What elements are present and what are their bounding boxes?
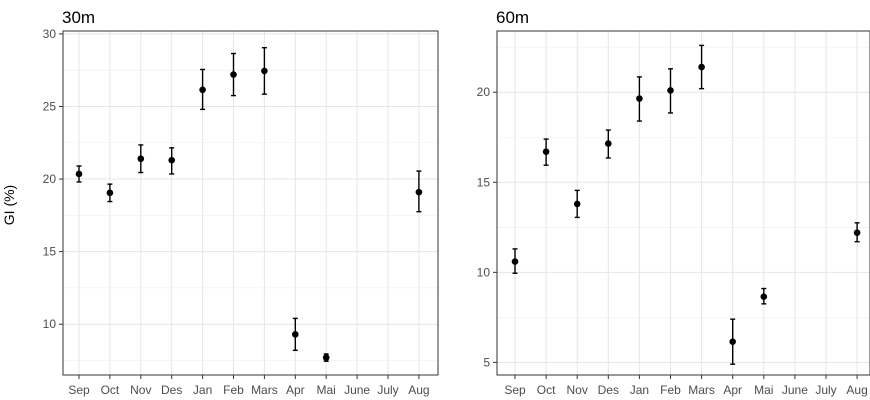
plot-background	[497, 31, 870, 375]
data-point	[230, 71, 237, 78]
x-tick-label: Feb	[660, 383, 681, 397]
data-point	[415, 188, 423, 196]
plot-border	[496, 30, 870, 376]
y-axis-title: GI (%)	[1, 185, 17, 225]
data-point	[729, 338, 736, 345]
axis-ticks: 10 15 20 25 30 Sep Oct Nov Des Jan Feb Mars Apr Mai Ju…	[43, 27, 430, 397]
data-point	[636, 95, 643, 102]
x-tick-label: Mai	[754, 383, 773, 397]
y-tick-label: 20	[43, 172, 57, 186]
data-point	[199, 86, 206, 94]
x-tick-label: Feb	[223, 383, 244, 397]
data-point	[261, 67, 268, 75]
plot-border	[62, 30, 439, 376]
data-point	[322, 354, 330, 361]
x-tick-label: June	[782, 383, 808, 397]
panel-title: 30m	[62, 8, 95, 27]
data-point	[605, 140, 612, 147]
data-point	[137, 155, 145, 163]
data-point	[511, 258, 519, 265]
x-tick-label: June	[344, 383, 370, 397]
x-tick-label: July	[377, 383, 398, 397]
x-tick-label: Jan	[630, 383, 649, 397]
data-point	[542, 148, 550, 155]
data-point	[698, 63, 705, 71]
gridlines	[63, 31, 438, 375]
panel-60m: 60m 5 10 15 20 Sep Oct Nov Des Jan Feb Mars Apr Mai J…	[477, 8, 870, 397]
x-tick-label: Aug	[408, 383, 429, 397]
data-marks	[511, 44, 861, 365]
data-point	[106, 189, 114, 197]
data-point	[667, 87, 674, 94]
x-tick-label: Apr	[723, 383, 742, 397]
data-point	[760, 293, 768, 300]
data-point	[168, 156, 175, 164]
x-tick-label: Mai	[317, 383, 336, 397]
x-tick-label: Aug	[846, 383, 867, 397]
x-tick-label: Sep	[504, 383, 526, 397]
y-tick-label: 20	[477, 85, 491, 99]
data-marks	[75, 46, 423, 362]
y-tick-label: 30	[43, 27, 57, 41]
x-tick-label: July	[815, 383, 836, 397]
x-tick-label: Mars	[688, 383, 715, 397]
panel-30m: 30m 10 15 20 25 30 Sep Oct Nov Des Jan Feb Mars Apr M…	[43, 8, 439, 397]
x-tick-label: Mars	[251, 383, 278, 397]
x-tick-label: Nov	[130, 383, 151, 397]
data-point	[75, 170, 83, 178]
data-point	[853, 229, 861, 237]
data-point	[292, 331, 299, 338]
x-tick-label: Des	[161, 383, 182, 397]
y-tick-label: 5	[483, 355, 490, 369]
gridlines	[497, 31, 870, 375]
axis-ticks: 5 10 15 20 Sep Oct Nov Des Jan Feb Mars Apr Mai June J…	[477, 85, 868, 397]
x-tick-label: Nov	[567, 383, 588, 397]
y-tick-label: 15	[477, 175, 491, 189]
x-tick-label: Oct	[101, 383, 120, 397]
x-tick-label: Des	[598, 383, 619, 397]
x-tick-label: Apr	[286, 383, 305, 397]
x-tick-label: Jan	[193, 383, 212, 397]
x-tick-label: Sep	[68, 383, 90, 397]
data-point	[573, 200, 581, 208]
y-tick-label: 10	[477, 265, 491, 279]
panel-title: 60m	[496, 8, 529, 27]
y-tick-label: 10	[43, 317, 57, 331]
y-tick-label: 15	[43, 245, 57, 259]
plot-background	[63, 31, 438, 375]
x-tick-label: Oct	[537, 383, 556, 397]
y-tick-label: 25	[43, 99, 57, 113]
